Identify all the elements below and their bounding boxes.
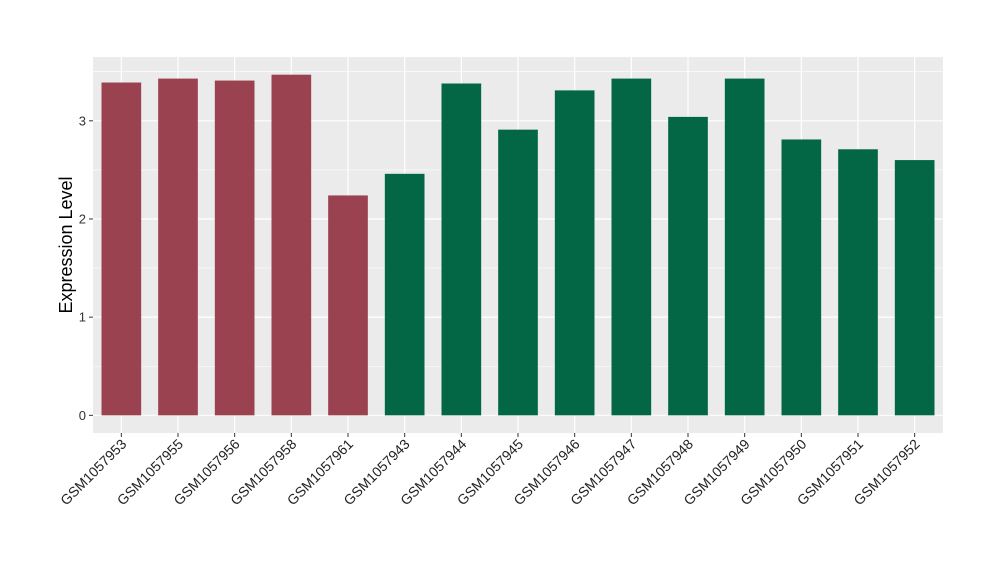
y-axis: 0 1 2 3 [79,113,93,423]
bar-GSM1057955 [158,78,198,416]
bar-GSM1057946 [554,90,595,416]
y-tick-label: 0 [79,408,86,423]
bar-GSM1057961 [328,195,368,416]
bar-GSM1057956 [214,80,255,416]
bar-GSM1057952 [894,160,935,416]
bar-GSM1057951 [838,149,878,416]
bar-GSM1057943 [384,173,425,416]
bar-GSM1057947 [611,78,652,416]
bar-GSM1057958 [271,74,312,416]
y-tick-label: 3 [79,113,86,128]
bar-GSM1057948 [668,116,708,416]
y-tick-label: 1 [79,310,86,325]
x-axis: GSM1057953GSM1057955GSM1057956GSM1057958… [57,433,923,508]
bars [101,74,935,416]
bar-GSM1057949 [724,78,765,416]
bar-GSM1057950 [781,139,822,416]
bar-GSM1057944 [441,83,482,416]
bar-GSM1057953 [101,82,142,416]
bar-GSM1057945 [498,129,538,416]
y-axis-title: Expression Level [56,176,76,313]
y-tick-label: 2 [79,211,86,226]
